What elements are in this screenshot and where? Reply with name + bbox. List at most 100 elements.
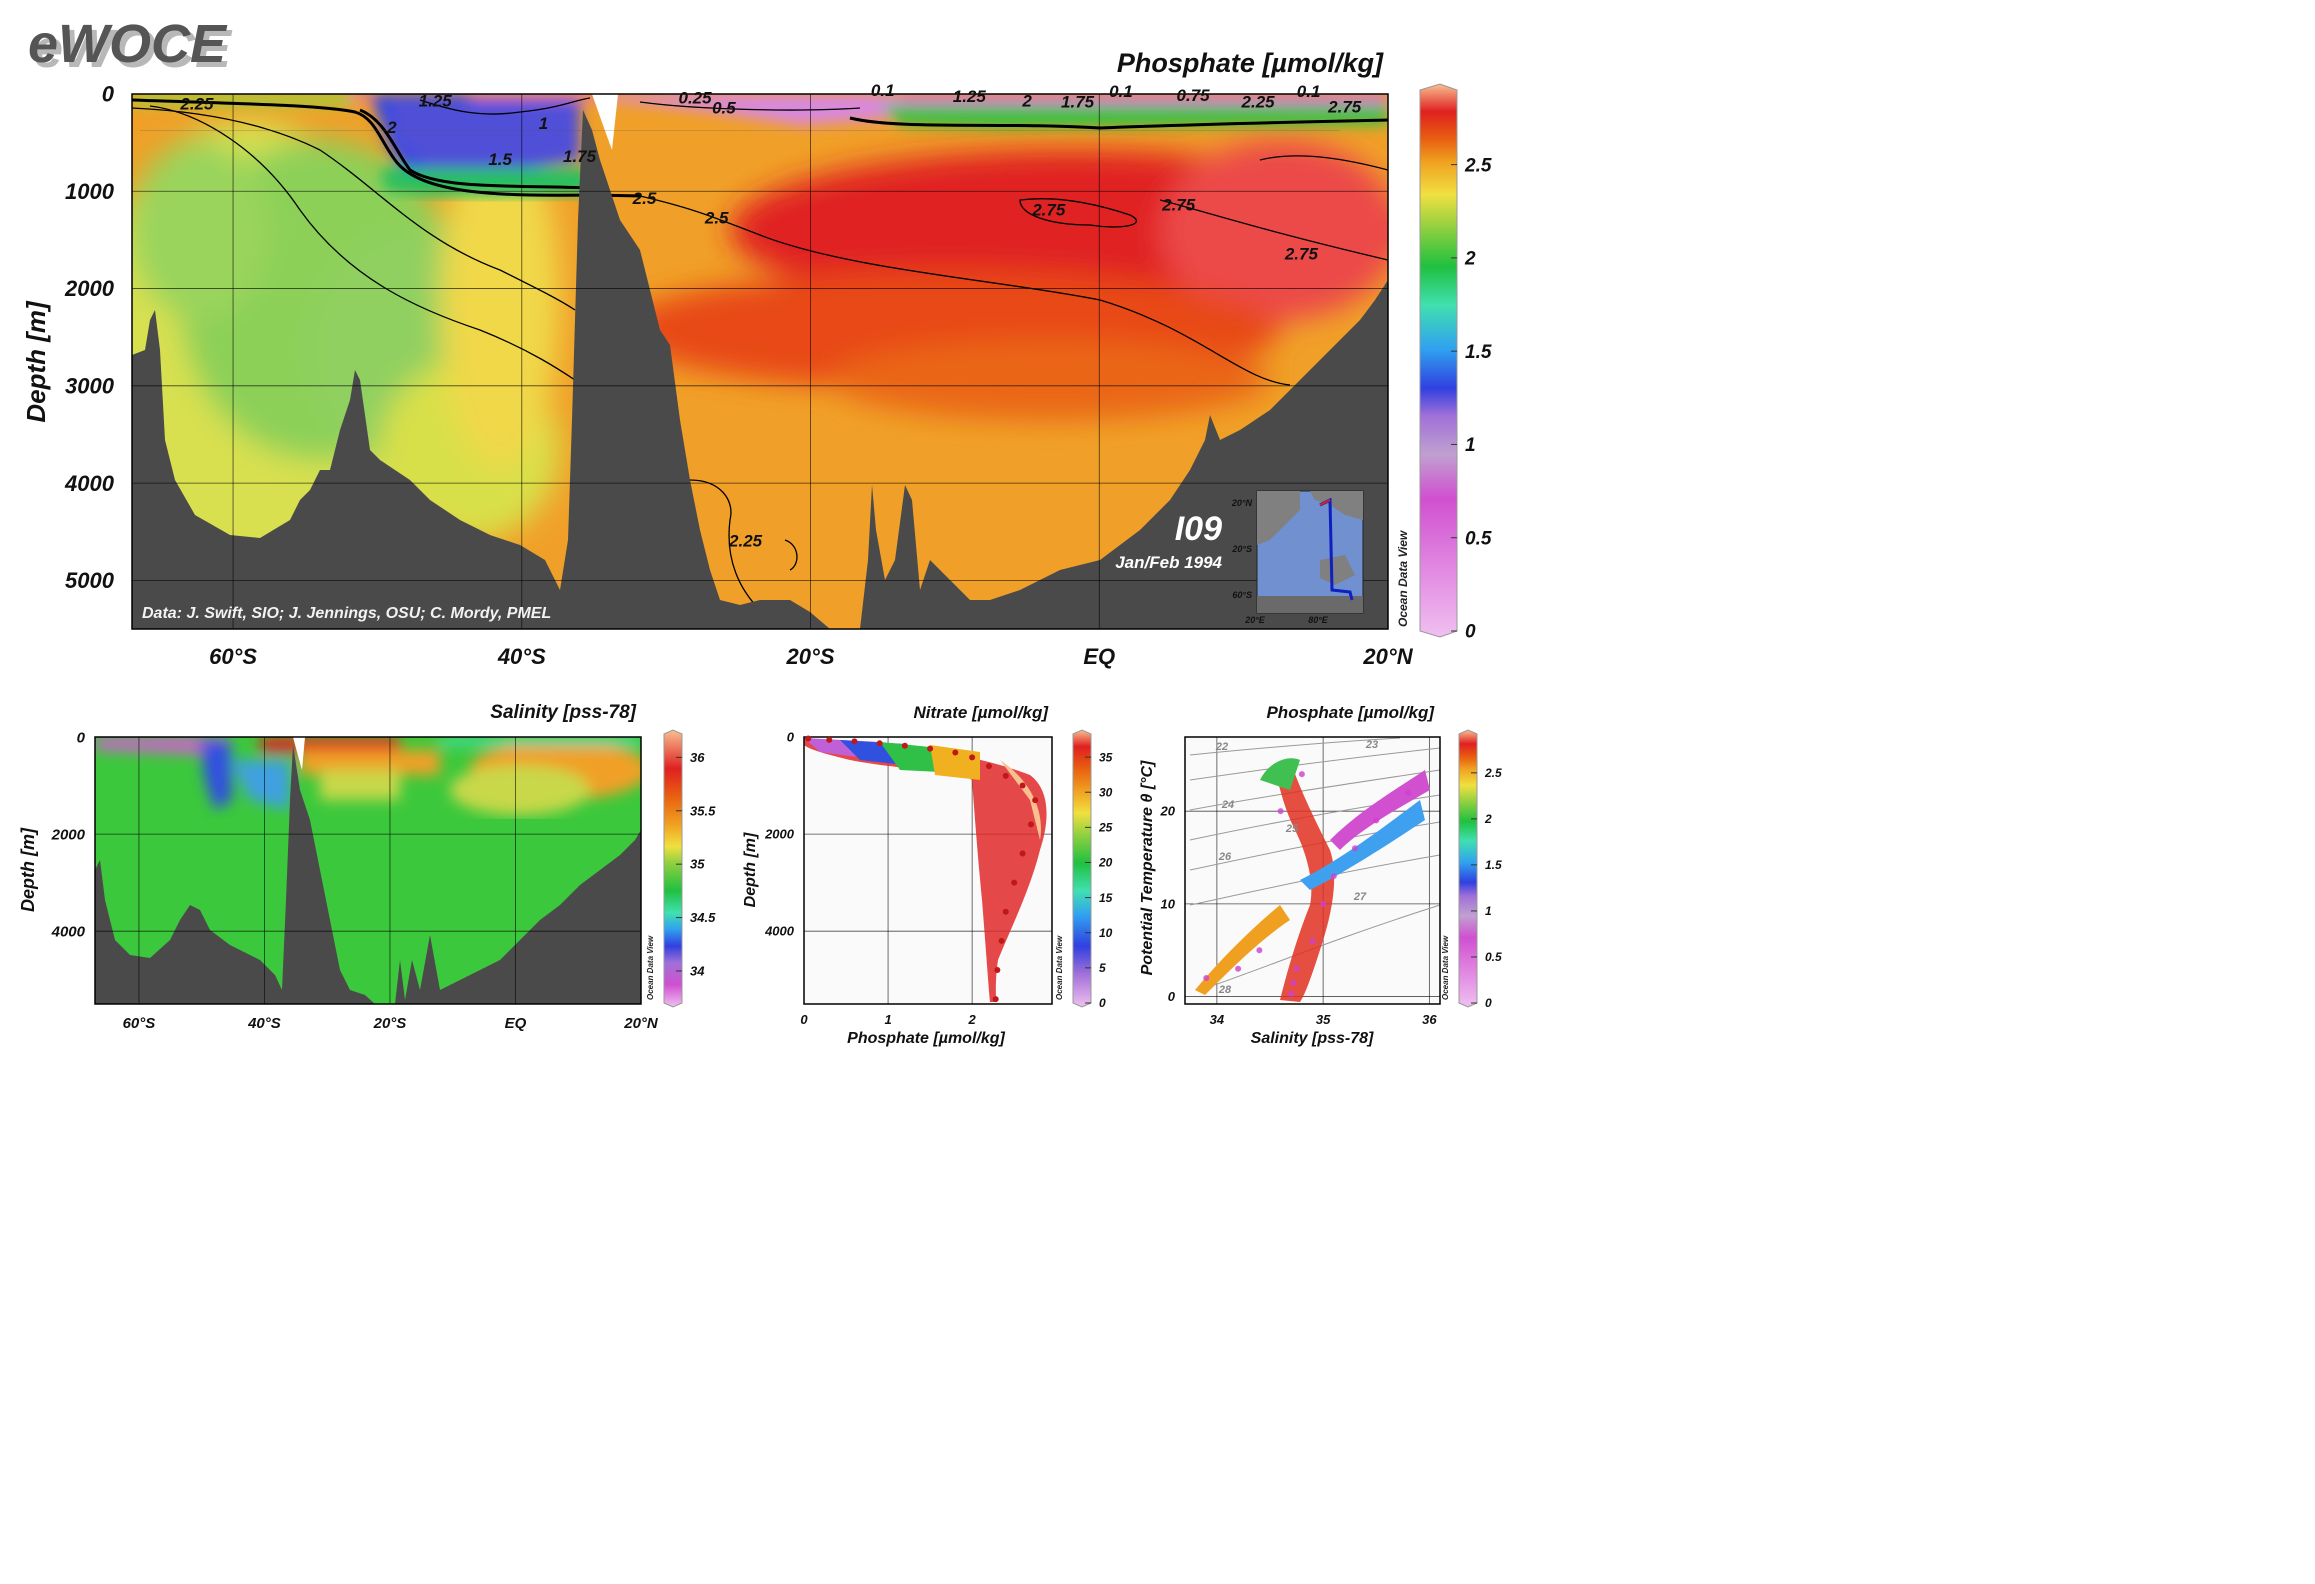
ts-point — [1298, 771, 1305, 778]
inset-lat-tick: 20°S — [1231, 544, 1252, 554]
ts-colorbar-label: 1.5 — [1485, 858, 1502, 872]
ts-title: Phosphate [µmol/kg] — [1266, 703, 1435, 722]
nitrate-cloud — [804, 738, 1047, 1002]
ts-colorbar-label: 2.5 — [1484, 766, 1502, 780]
ts-point — [1352, 845, 1358, 852]
cruise-date: Jan/Feb 1994 — [1115, 553, 1222, 572]
isopycnal-label: 22 — [1215, 741, 1228, 753]
contour-label: 0.1 — [1109, 82, 1133, 101]
logo: eWOCE — [28, 14, 228, 74]
nitrate-x-tick-label: 1 — [884, 1012, 891, 1027]
main-title: Phosphate [µmol/kg] — [1117, 48, 1384, 78]
nitrate-point — [1019, 782, 1026, 789]
contour-label: 2.75 — [1327, 97, 1362, 116]
ts-colorbar-label: 0 — [1485, 996, 1492, 1010]
ts-xlabel: Salinity [pss-78] — [1251, 1030, 1374, 1047]
salinity-colorbar: 34 34.5 35 35.5 36 Ocean Data View — [646, 729, 716, 1008]
nitrate-point — [969, 754, 976, 761]
ts-point — [1290, 979, 1297, 986]
contour-label: 0.1 — [871, 81, 895, 100]
salinity-y-tick-label: 0 — [77, 729, 86, 746]
main-x-tick-label: 60°S — [209, 644, 257, 669]
logo-shadow: eWOCE — [33, 19, 233, 79]
nitrate-y-tick-label: 4000 — [764, 924, 795, 939]
nitrate-point — [1011, 879, 1018, 886]
nitrate-point — [1002, 908, 1009, 915]
contour-label: 1 — [539, 114, 548, 133]
nitrate-ylabel: Depth [m] — [742, 832, 759, 907]
main-grid — [132, 93, 1389, 629]
contour-label: 1.75 — [1061, 93, 1095, 112]
ts-frame — [1184, 736, 1441, 1005]
ts-point — [1256, 947, 1263, 954]
nitrate-ticks: 0 1 2 0 2000 4000 — [764, 730, 976, 1027]
salinity-grid — [95, 736, 642, 1004]
contour-label: 0.5 — [712, 98, 736, 117]
salinity-watermark: Ocean Data View — [646, 935, 655, 1000]
nitrate-point — [1019, 850, 1026, 857]
nitrate-point — [992, 996, 999, 1003]
section-id: I09 — [1175, 510, 1222, 548]
salinity-x-tick-label: 40°S — [247, 1015, 281, 1032]
main-y-tick-label: 5000 — [65, 568, 115, 593]
nitrate-point — [851, 738, 858, 745]
main-colorbar-label: 2.5 — [1464, 155, 1492, 176]
main-watermark: Ocean Data View — [1396, 530, 1410, 627]
salinity-colorbar-label: 35.5 — [690, 803, 716, 818]
main-y-tick-label: 2000 — [64, 276, 115, 301]
nitrate-xlabel: Phosphate [µmol/kg] — [847, 1030, 1005, 1047]
nitrate-point — [927, 745, 934, 752]
nitrate-colorbar-label: 10 — [1099, 926, 1113, 940]
contour-label: 2.25 — [728, 531, 763, 550]
ts-point — [1203, 975, 1210, 982]
contour-label: 2.5 — [704, 208, 729, 227]
isopycnal-label: 27 — [1353, 891, 1367, 903]
main-contour-labels: 2.25 1.25 2 1 1.5 1.75 0.250.5 2.5 2.5 0.1 1.25 2 1.… — [179, 81, 1361, 550]
main-colorbar-label: 1 — [1465, 435, 1476, 456]
salinity-seafloor — [95, 745, 641, 1004]
main-y-tick-label: 3000 — [65, 374, 115, 399]
salinity-x-tick-label: EQ — [505, 1015, 527, 1032]
nitrate-colorbar-label: 5 — [1099, 961, 1106, 975]
nitrate-point — [1027, 821, 1034, 828]
salinity-colorbar-label: 35 — [690, 857, 705, 872]
main-x-tick-label: 40°S — [497, 644, 546, 669]
contour-label: 1.75 — [563, 147, 597, 166]
nitrate-colorbar-label: 15 — [1099, 891, 1113, 905]
isopycnal-label: 23 — [1365, 739, 1378, 751]
ts-point — [1373, 817, 1380, 824]
ts-y-tick-label: 10 — [1161, 896, 1176, 911]
salinity-y-tick-label: 4000 — [51, 923, 86, 940]
salinity-x-tick-label: 20°S — [373, 1015, 407, 1032]
contour-label: 2 — [1021, 92, 1032, 111]
main-ticks: 60°S 40°S 20°S EQ 20°N 0 1000 2000 3000 4000 5000 — [64, 82, 1414, 669]
contour-label: 1.25 — [953, 87, 987, 106]
main-ylabel: Depth [m] — [21, 300, 51, 423]
main-colorbar: 0 0.5 1 1.5 2 2.5 Ocean Data View — [1396, 83, 1492, 643]
nitrate-frame — [803, 736, 1053, 1005]
nitrate-point — [901, 742, 908, 749]
ts-colorbar-label: 1 — [1485, 904, 1492, 918]
nitrate-point — [805, 735, 812, 742]
ts-point — [1235, 965, 1242, 972]
ts-point — [1293, 965, 1300, 972]
ts-y-tick-label: 20 — [1160, 804, 1176, 819]
ts-x-tick-label: 34 — [1210, 1012, 1225, 1027]
main-colorbar-label: 0.5 — [1465, 528, 1492, 549]
nitrate-colorbar-label: 30 — [1099, 785, 1113, 799]
ts-x-tick-label: 36 — [1422, 1012, 1437, 1027]
main-x-tick-label: EQ — [1083, 644, 1115, 669]
salinity-title: Salinity [pss-78] — [490, 702, 636, 723]
isopycnal-label: 28 — [1218, 984, 1232, 996]
ts-point — [1320, 900, 1327, 907]
contour-label: 0.25 — [678, 89, 712, 108]
ts-colorbar-label: 2 — [1484, 812, 1492, 826]
nitrate-point — [952, 749, 959, 756]
ts-point — [1288, 990, 1295, 997]
ts-watermark: Ocean Data View — [1441, 935, 1450, 1000]
inset-lat-tick: 20°N — [1231, 498, 1253, 508]
contour-label: 2.25 — [179, 95, 214, 114]
nitrate-point — [826, 736, 833, 743]
contour-label: 2.75 — [1161, 196, 1196, 215]
